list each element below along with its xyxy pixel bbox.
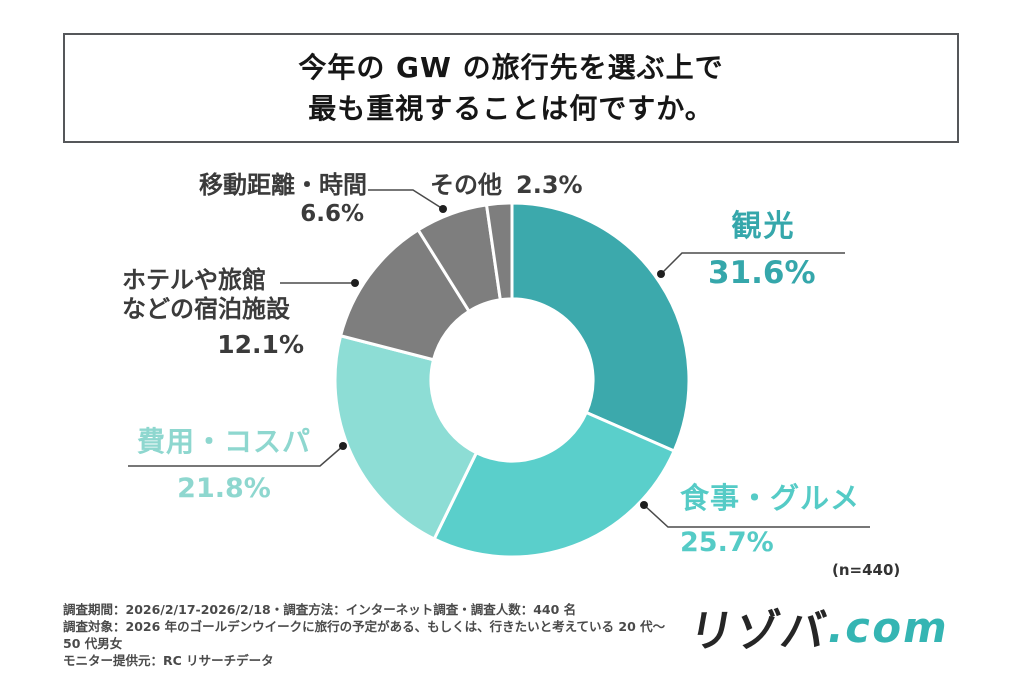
donut-segment-0 — [510, 201, 691, 453]
donut-segment-1 — [432, 410, 677, 559]
sample-size-note: (n=440) — [832, 561, 901, 579]
label-hotel-name-line2: などの宿泊施設 — [122, 295, 290, 323]
label-hiyou-cospa: 費用・コスパ 21.8% — [128, 426, 320, 504]
label-hotel-shukuhaku: ホテルや旅館 などの宿泊施設 12.1% — [122, 266, 304, 358]
label-idou-name: 移動距離・時間 — [199, 171, 367, 199]
label-sonota-name: その他 — [430, 171, 502, 199]
label-hiyou-name: 費用・コスパ — [136, 425, 311, 458]
survey-methodology-footer: 調査期間：2026/2/17-2026/2/18・調査方法：インターネット調査・… — [63, 601, 683, 669]
label-sonota-percent: 2.3% — [516, 171, 583, 199]
title-line-1: 今年の GW の旅行先を選ぶ上で — [298, 51, 724, 84]
label-kanko: 観光 31.6% — [682, 209, 845, 291]
survey-question-title-box: 今年の GW の旅行先を選ぶ上で 最も重視することは何ですか。 — [63, 33, 959, 143]
label-shokuji-gurume: 食事・グルメ 25.7% — [665, 482, 870, 558]
donut-segment-2 — [333, 333, 479, 541]
label-kanko-percent: 31.6% — [708, 255, 816, 291]
label-sonota: その他 2.3% — [430, 171, 583, 199]
label-idou-kyori-jikan: 移動距離・時間 6.6% — [199, 171, 367, 227]
donut-chart — [333, 201, 691, 559]
label-hotel-name-line1: ホテルや旅館 — [122, 266, 266, 294]
rizoba-com-logo: リゾバ .com — [684, 597, 955, 658]
label-shokuji-name: 食事・グルメ — [680, 481, 861, 515]
label-hiyou-percent: 21.8% — [177, 473, 271, 504]
label-idou-percent: 6.6% — [300, 201, 364, 227]
footer-line-2: 調査対象：2026 年のゴールデンウイークに旅行の予定がある、もしくは、行きたい… — [63, 619, 666, 651]
label-hotel-percent: 12.1% — [217, 330, 304, 359]
footer-line-3: モニター提供元：RC リサーチデータ — [63, 653, 274, 668]
title-line-2: 最も重視することは何ですか。 — [308, 92, 714, 125]
footer-line-1: 調査期間：2026/2/17-2026/2/18・調査方法：インターネット調査・… — [63, 602, 577, 617]
label-shokuji-percent: 25.7% — [680, 527, 774, 558]
label-kanko-name: 観光 — [731, 209, 796, 244]
logo-text-black: リゾバ — [684, 606, 832, 657]
logo-text-teal: .com — [823, 602, 954, 652]
donut-segment-5 — [484, 201, 514, 302]
